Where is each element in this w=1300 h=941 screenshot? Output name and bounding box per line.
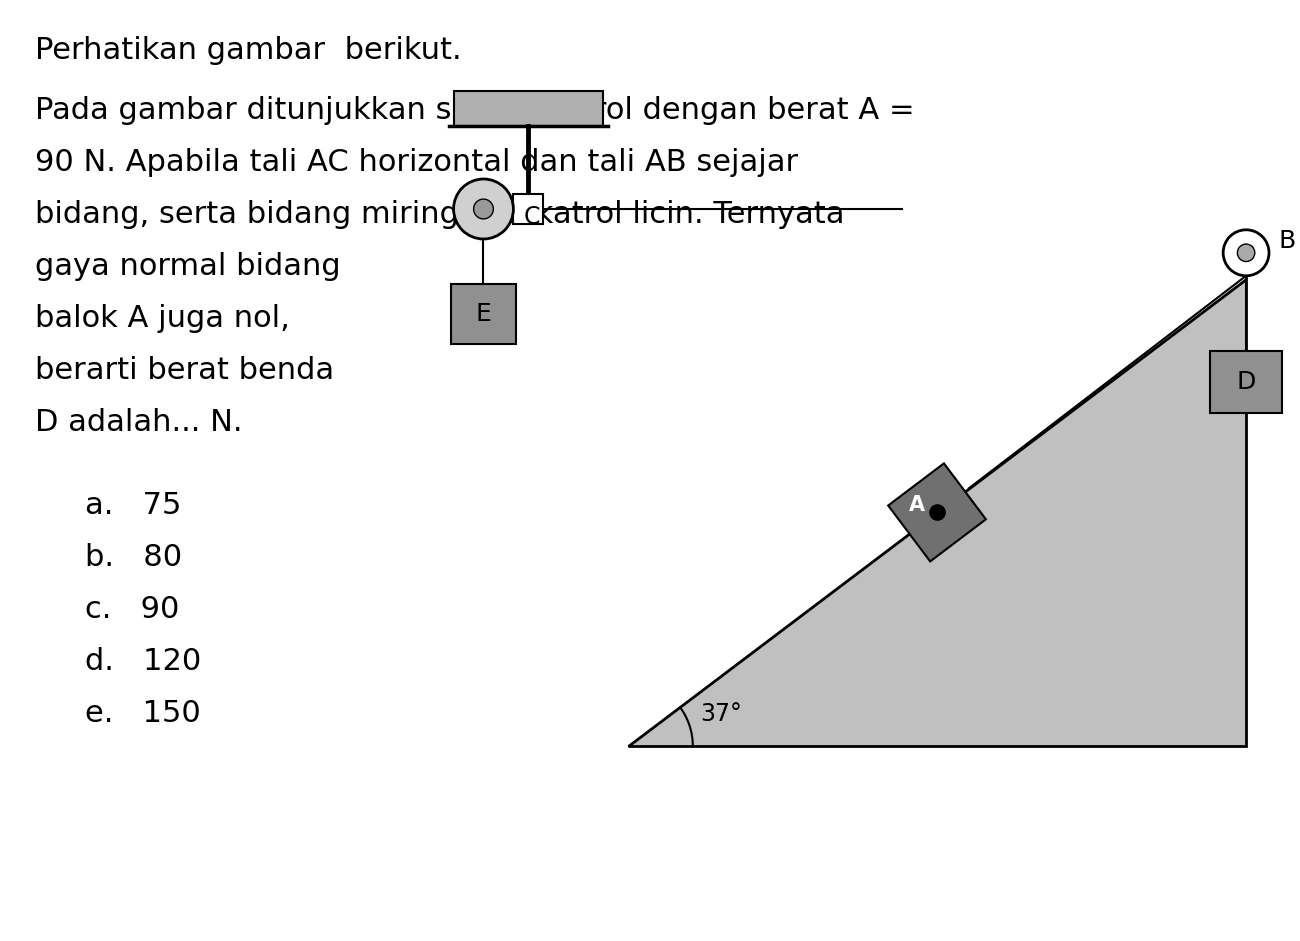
Polygon shape bbox=[454, 91, 603, 126]
Text: b.   80: b. 80 bbox=[84, 543, 182, 572]
Text: a.   75: a. 75 bbox=[84, 491, 181, 520]
Circle shape bbox=[473, 199, 493, 219]
Text: Pada gambar ditunjukkan sistem katrol dengan berat A =: Pada gambar ditunjukkan sistem katrol de… bbox=[35, 96, 914, 125]
Text: berarti berat benda: berarti berat benda bbox=[35, 356, 334, 385]
Text: E: E bbox=[476, 302, 491, 326]
Text: 90 N. Apabila tali AC horizontal dan tali AB sejajar: 90 N. Apabila tali AC horizontal dan tal… bbox=[35, 148, 798, 177]
Text: d.   120: d. 120 bbox=[84, 647, 202, 676]
Circle shape bbox=[1223, 230, 1269, 276]
Text: B: B bbox=[1279, 229, 1296, 253]
Text: D adalah... N.: D adalah... N. bbox=[35, 408, 242, 437]
Text: balok A juga nol,: balok A juga nol, bbox=[35, 304, 290, 333]
Text: c.   90: c. 90 bbox=[84, 595, 179, 624]
Text: Perhatikan gambar  berikut.: Perhatikan gambar berikut. bbox=[35, 36, 461, 65]
Text: A: A bbox=[909, 495, 924, 516]
Text: 37°: 37° bbox=[699, 702, 742, 726]
Circle shape bbox=[1238, 244, 1254, 262]
Polygon shape bbox=[514, 194, 543, 224]
Polygon shape bbox=[628, 279, 1247, 746]
Polygon shape bbox=[1210, 351, 1282, 413]
Text: bidang, serta bidang miring dan katrol licin. Ternyata: bidang, serta bidang miring dan katrol l… bbox=[35, 200, 845, 229]
Text: D: D bbox=[1236, 370, 1256, 393]
Text: C: C bbox=[524, 205, 539, 229]
Polygon shape bbox=[451, 284, 516, 344]
Text: e.   150: e. 150 bbox=[84, 699, 200, 728]
Circle shape bbox=[454, 179, 514, 239]
Text: gaya normal bidang: gaya normal bidang bbox=[35, 252, 341, 281]
Polygon shape bbox=[888, 463, 985, 562]
